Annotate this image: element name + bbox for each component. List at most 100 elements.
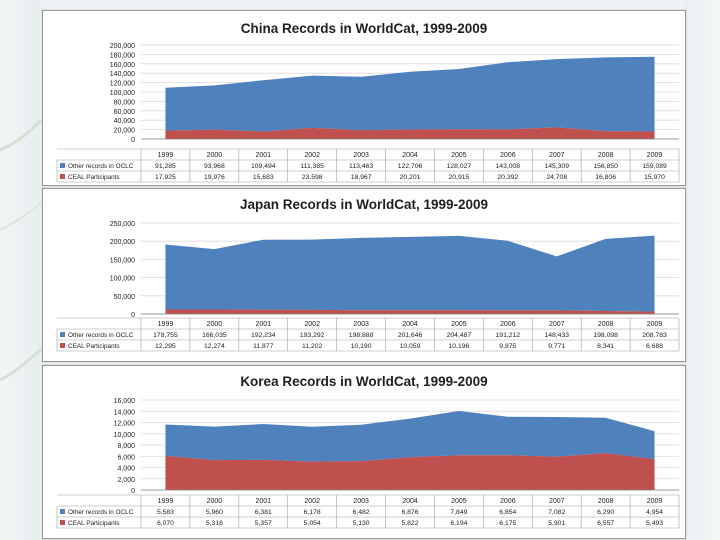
x-category-label: 2001: [255, 321, 271, 328]
data-table-value: 145,309: [544, 163, 569, 170]
data-table-value: 17,925: [155, 174, 176, 181]
x-category-label: 2000: [207, 498, 223, 505]
y-tick-label: 180,000: [110, 52, 135, 59]
x-category-label: 2008: [598, 321, 614, 328]
data-table-value: 193,292: [300, 332, 325, 339]
data-table-value: 11,877: [253, 343, 274, 350]
data-table-value: 113,463: [349, 163, 373, 170]
data-table-value: 18,967: [351, 174, 372, 181]
data-table-value: 148,433: [544, 332, 569, 339]
y-tick-label: 50,000: [114, 294, 136, 301]
x-category-label: 2007: [549, 152, 565, 159]
data-table-value: 4,954: [646, 509, 663, 516]
ceal-participants-area: [165, 309, 655, 314]
data-table-value: 156,850: [593, 163, 618, 170]
background-left-band: [0, 0, 40, 540]
y-tick-label: 6,000: [117, 454, 135, 461]
chart-title: China Records in WorldCat, 1999-2009: [241, 21, 488, 36]
y-tick-label: 80,000: [114, 99, 136, 106]
data-table-value: 24,708: [546, 174, 567, 181]
data-table-value: 5,822: [401, 520, 418, 527]
x-category-label: 2002: [304, 152, 320, 159]
data-table-value: 9,875: [499, 343, 516, 350]
legend-swatch-other-records: [60, 163, 65, 168]
y-tick-label: 200,000: [110, 239, 135, 246]
data-table-value: 191,212: [496, 332, 521, 339]
other-records-area: [165, 56, 655, 132]
data-table-value: 6,178: [304, 509, 321, 516]
data-table-value: 16,806: [595, 174, 616, 181]
data-table-value: 5,318: [206, 520, 223, 527]
x-category-label: 2002: [304, 321, 320, 328]
data-table-value: 5,357: [255, 520, 272, 527]
china-records-chart: China Records in WorldCat, 1999-2009 200,…: [56, 21, 680, 183]
x-category-label: 1999: [158, 321, 174, 328]
background-right-band: [684, 0, 720, 540]
y-tick-label: 20,000: [114, 128, 136, 135]
data-table-value: 5,960: [206, 509, 223, 516]
y-tick-label: 150,000: [110, 257, 135, 264]
data-table-value: 6,876: [401, 509, 418, 516]
x-category-label: 2004: [402, 498, 418, 505]
data-table-value: 7,082: [548, 509, 565, 516]
data-table-value: 93,968: [204, 163, 225, 170]
data-table-value: 192,234: [251, 332, 276, 339]
data-table-value: 109,494: [251, 163, 276, 170]
data-table-value: 128,027: [447, 163, 472, 170]
x-category-label: 2009: [647, 498, 663, 505]
x-category-label: 2006: [500, 152, 516, 159]
data-table-value: 6,381: [255, 509, 272, 516]
y-tick-label: 10,000: [114, 432, 136, 439]
data-table-value: 6,070: [157, 520, 174, 527]
data-table-value: 111,385: [300, 163, 324, 170]
legend-swatch-ceal: [60, 174, 65, 179]
legend-swatch-other-records: [60, 509, 65, 514]
data-table-value: 10,196: [449, 343, 470, 350]
chart-title: Japan Records in WorldCat, 1999-2009: [240, 197, 488, 212]
legend-label: CEAL Participants: [68, 520, 120, 527]
data-table-value: 5,901: [548, 520, 565, 527]
data-table-value: 20,392: [497, 174, 518, 181]
x-category-label: 2003: [353, 321, 369, 328]
x-category-label: 2005: [451, 321, 467, 328]
data-table-value: 6,290: [597, 509, 614, 516]
y-tick-label: 12,000: [114, 421, 136, 428]
legend-label: Other records in OCLC: [68, 509, 134, 516]
x-category-label: 2007: [549, 321, 565, 328]
legend-label: Other records in OCLC: [68, 332, 134, 339]
data-table-value: 204,487: [447, 332, 472, 339]
data-table-value: 9,771: [548, 343, 565, 350]
data-table-value: 6,175: [499, 520, 516, 527]
x-category-label: 2008: [598, 152, 614, 159]
y-tick-label: 140,000: [110, 71, 135, 78]
data-table-value: 6,688: [646, 343, 663, 350]
x-category-label: 2003: [353, 152, 369, 159]
data-table-value: 6,194: [450, 520, 467, 527]
ceal-participants-area: [165, 453, 655, 490]
x-category-label: 2001: [255, 152, 271, 159]
data-table-value: 5,130: [353, 520, 370, 527]
x-category-label: 2002: [304, 498, 320, 505]
data-table-value: 208,783: [642, 332, 667, 339]
data-table-value: 20,915: [449, 174, 470, 181]
korea-records-chart: Korea Records in WorldCat, 1999-2009 16,0…: [56, 374, 680, 529]
x-category-label: 2006: [500, 498, 516, 505]
data-table-value: 6,557: [597, 520, 614, 527]
data-table-value: 122,706: [398, 163, 423, 170]
other-records-area: [165, 411, 655, 462]
x-category-label: 2004: [402, 152, 418, 159]
y-tick-label: 160,000: [110, 62, 135, 69]
data-table-value: 15,970: [644, 174, 665, 181]
data-table-value: 7,849: [450, 509, 467, 516]
data-table-value: 166,035: [202, 332, 227, 339]
legend-swatch-ceal: [60, 343, 65, 348]
data-table-value: 11,202: [302, 343, 323, 350]
y-tick-label: 200,000: [110, 43, 135, 50]
data-table-value: 5,493: [646, 520, 663, 527]
y-tick-label: 8,000: [117, 443, 135, 450]
y-tick-label: 40,000: [114, 118, 136, 125]
legend-label: CEAL Participants: [68, 174, 120, 181]
data-table-value: 10,190: [351, 343, 372, 350]
data-table-value: 20,201: [400, 174, 421, 181]
japan-chart-panel: Japan Records in WorldCat, 1999-2009 250,…: [42, 188, 686, 362]
